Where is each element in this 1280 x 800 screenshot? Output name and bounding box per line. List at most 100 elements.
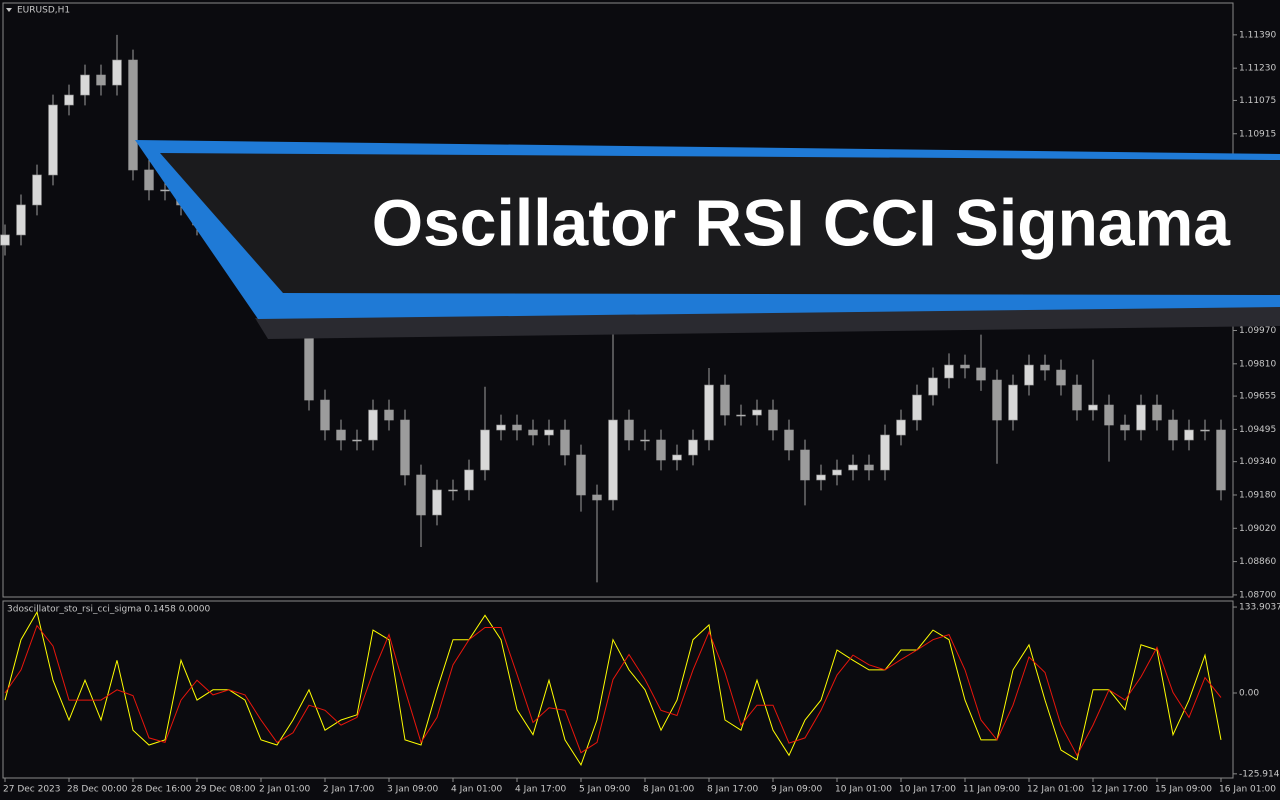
y-tick-label: 1.09970 — [1239, 326, 1276, 336]
x-tick-label: 29 Dec 08:00 — [195, 785, 256, 795]
candle-body — [992, 379, 1002, 421]
candle-body — [336, 429, 346, 441]
candle-body — [368, 409, 378, 441]
x-tick-label: 28 Dec 00:00 — [67, 785, 128, 795]
candle-body — [1216, 429, 1226, 491]
candle-body — [960, 364, 970, 369]
candle-body — [656, 439, 666, 461]
oscillator-line — [4, 624, 1222, 757]
x-tick-label: 28 Dec 16:00 — [131, 785, 192, 795]
candle-body — [64, 94, 74, 106]
candle-body — [720, 384, 730, 416]
candle-body — [480, 429, 490, 471]
banner-title: Oscillator RSI CCI Signama — [372, 185, 1232, 259]
candle-body — [832, 469, 842, 476]
x-tick-label: 3 Jan 09:00 — [387, 785, 439, 795]
x-tick-label: 2 Jan 01:00 — [259, 785, 311, 795]
candle-body — [560, 429, 570, 456]
symbol-label: EURUSD,H1 — [17, 6, 70, 16]
price-plot — [0, 34, 1226, 583]
candle-body — [592, 494, 602, 501]
candle-body — [544, 429, 554, 436]
candle-body — [896, 419, 906, 436]
x-tick-label: 11 Jan 09:00 — [963, 785, 1020, 795]
candle-body — [32, 174, 42, 206]
candle-body — [416, 474, 426, 516]
candle-body — [1008, 384, 1018, 421]
x-tick-label: 8 Jan 17:00 — [707, 785, 759, 795]
indicator-label: 3doscillator_sto_rsi_cci_sigma 0.1458 0.… — [7, 605, 211, 615]
y-tick-label: 1.08860 — [1239, 557, 1276, 567]
candle-body — [112, 59, 122, 86]
candle-body — [800, 449, 810, 481]
candle-body — [944, 364, 954, 379]
candle-body — [1088, 404, 1098, 411]
x-tick-label: 10 Jan 17:00 — [899, 785, 956, 795]
candle-body — [448, 489, 458, 492]
candle-body — [1168, 419, 1178, 441]
menu-arrow[interactable] — [6, 8, 12, 12]
candle-body — [1072, 384, 1082, 411]
candle-body — [784, 429, 794, 451]
candle-body — [352, 439, 362, 442]
candle-body — [128, 59, 138, 171]
candle-body — [912, 394, 922, 421]
banner: Oscillator RSI CCI Signama — [135, 140, 1280, 339]
candle-body — [880, 434, 890, 471]
candle-body — [1152, 404, 1162, 421]
candle-body — [816, 474, 826, 481]
candle-body — [1024, 364, 1034, 386]
y-tick-label: 1.10915 — [1239, 129, 1276, 139]
x-tick-label: 2 Jan 17:00 — [323, 785, 375, 795]
candle-body — [320, 399, 330, 431]
y-tick-label: 1.09810 — [1239, 359, 1276, 369]
candle-body — [752, 409, 762, 416]
candle-body — [160, 189, 170, 192]
y-tick-label: 1.11230 — [1239, 64, 1276, 74]
candle-body — [48, 104, 58, 176]
candle-body — [928, 377, 938, 396]
candle-body — [1184, 429, 1194, 441]
y-tick-label: 1.11075 — [1239, 96, 1276, 106]
candle-body — [0, 234, 10, 246]
x-tick-label: 8 Jan 01:00 — [643, 785, 695, 795]
oscillator-pane — [2, 600, 1234, 779]
x-tick-label: 12 Jan 01:00 — [1027, 785, 1084, 795]
x-tick-label: 12 Jan 17:00 — [1091, 785, 1148, 795]
x-tick-label: 4 Jan 01:00 — [451, 785, 503, 795]
candle-body — [1200, 429, 1210, 432]
oscillator-line — [4, 610, 1222, 767]
x-tick-label: 4 Jan 17:00 — [515, 785, 567, 795]
x-tick-label: 15 Jan 09:00 — [1155, 785, 1212, 795]
y-tick-label: 0.00 — [1239, 688, 1259, 698]
candle-body — [640, 439, 650, 442]
candle-body — [1120, 424, 1130, 431]
y-tick-label: 1.09655 — [1239, 392, 1276, 402]
candle-body — [848, 464, 858, 471]
candle-body — [1136, 404, 1146, 431]
banner-shadow — [255, 306, 1280, 339]
candle-body — [688, 439, 698, 456]
candle-body — [432, 489, 442, 516]
y-tick-label: 1.09340 — [1239, 457, 1276, 467]
candle-body — [704, 384, 714, 441]
candle-body — [512, 424, 522, 431]
candle-body — [1104, 404, 1114, 426]
y-tick-label: 1.09495 — [1239, 425, 1276, 435]
y-tick-label: 1.09180 — [1239, 490, 1276, 500]
candle-body — [144, 169, 154, 191]
candle-body — [384, 409, 394, 421]
x-tick-label: 16 Jan 01:00 — [1219, 785, 1276, 795]
candle-body — [672, 454, 682, 461]
x-tick-label: 5 Jan 09:00 — [579, 785, 631, 795]
candle-body — [864, 464, 874, 471]
oscillator-plot — [4, 610, 1222, 767]
y-tick-label: 1.11390 — [1239, 30, 1276, 40]
candle-body — [528, 429, 538, 436]
y-tick-label: 1.08700 — [1239, 590, 1276, 600]
x-tick-label: 10 Jan 01:00 — [835, 785, 892, 795]
